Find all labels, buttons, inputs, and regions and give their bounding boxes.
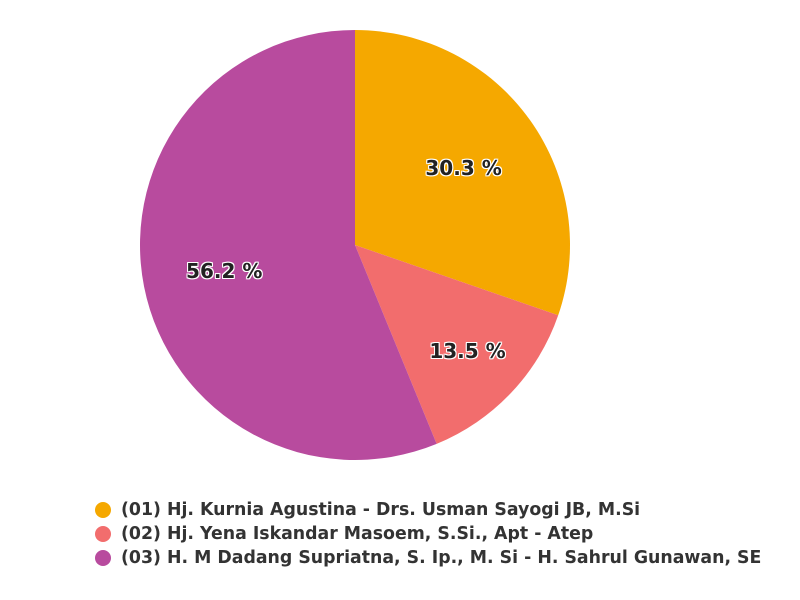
slice-label-cand03: 56.2 % <box>186 259 262 283</box>
legend-item: (03) H. M Dadang Supriatna, S. Ip., M. S… <box>95 548 761 568</box>
legend-label: (01) Hj. Kurnia Agustina - Drs. Usman Sa… <box>121 500 640 520</box>
legend-swatch <box>95 502 111 518</box>
slice-label-cand01: 30.3 % <box>425 156 501 180</box>
legend-swatch <box>95 550 111 566</box>
pie-chart-container: 30.3 % 13.5 % 56.2 % (01) Hj. Kurnia Agust… <box>0 0 800 600</box>
legend: (01) Hj. Kurnia Agustina - Drs. Usman Sa… <box>95 500 761 572</box>
legend-label: (02) Hj. Yena Iskandar Masoem, S.Si., Ap… <box>121 524 593 544</box>
slice-label-cand02: 13.5 % <box>429 339 505 363</box>
legend-label: (03) H. M Dadang Supriatna, S. Ip., M. S… <box>121 548 761 568</box>
legend-item: (01) Hj. Kurnia Agustina - Drs. Usman Sa… <box>95 500 761 520</box>
legend-swatch <box>95 526 111 542</box>
legend-item: (02) Hj. Yena Iskandar Masoem, S.Si., Ap… <box>95 524 761 544</box>
